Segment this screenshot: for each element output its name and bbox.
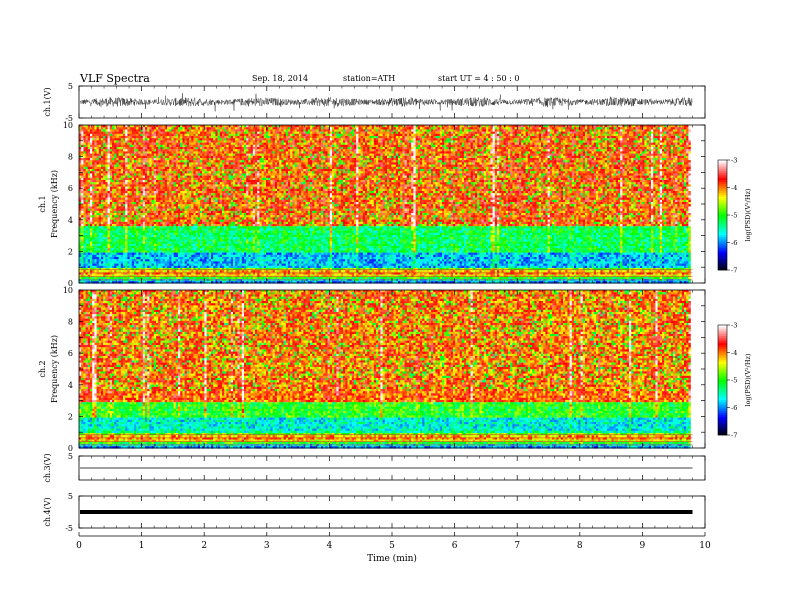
ch2-colorbar-tick-label: -5	[731, 377, 737, 385]
time-tick-label-1: 1	[139, 541, 145, 551]
time-tick-label-3: 3	[264, 541, 270, 551]
ch2-freq-tick-4-label: 4	[68, 381, 73, 390]
ch2-colorbar-tick-label: -6	[731, 404, 737, 412]
time-tick-label-0: 0	[76, 541, 82, 551]
ch4-ytick-5-label: 5	[68, 492, 73, 501]
time-tick-label-6: 6	[452, 541, 458, 551]
ch1-spectrogram-image	[79, 125, 691, 284]
ch2-colorbar-tick-label: -7	[731, 432, 737, 440]
ch1-colorbar-tick-label: -7	[731, 267, 737, 275]
ch1-freq-tick-6-label: 6	[68, 184, 73, 193]
ch1-freq-tick-4-label: 4	[68, 216, 73, 225]
ch4-ytick--5-label: -5	[65, 524, 73, 533]
ch1-freq-tick-8-label: 8	[68, 153, 73, 162]
ch2-colorbar-label: log(PSD)(V²/Hz)	[744, 353, 752, 406]
ch2-spec-ylabel-2: Frequency (kHz)	[50, 335, 59, 403]
ch2-freq-tick-6-label: 6	[68, 349, 73, 358]
ch2-freq-tick-10-label: 10	[63, 286, 73, 295]
ch1-colorbar-tick-label: -3	[731, 157, 737, 165]
ch1-spec-ylabel-2: Frequency (kHz)	[50, 170, 59, 238]
ch1-waveform-trace	[80, 93, 692, 111]
ch4-ylabel: ch.4(V)	[43, 497, 52, 526]
ch1-ylabel: ch.1(V)	[43, 87, 52, 116]
ch1-freq-tick-2-label: 2	[68, 247, 73, 256]
ch2-freq-tick-2-label: 2	[68, 412, 73, 421]
ch1-freq-tick-10-label: 10	[63, 121, 73, 130]
time-tick-label-5: 5	[389, 541, 395, 551]
ch1-colorbar-tick-label: -4	[731, 184, 737, 192]
ch2-colorbar-tick-label: -3	[731, 322, 737, 330]
ch2-colorbar	[718, 325, 727, 435]
ch1-ytick-5-label: 5	[68, 82, 73, 91]
vlf-figure: -55ch.1(V)0246810ch.1 Frequency (kHz)-7-6…	[0, 0, 792, 612]
ch2-spec-ylabel-1: ch.2	[38, 360, 47, 377]
time-tick-label-2: 2	[201, 541, 207, 551]
ch3-ytick-5-label: 5	[68, 452, 73, 461]
ch1-colorbar	[718, 160, 727, 270]
ch1-colorbar-label: log(PSD)(V²/Hz)	[744, 188, 752, 241]
ch2-freq-tick-8-label: 8	[68, 318, 73, 327]
ch2-spectrogram-image	[79, 290, 691, 449]
time-tick-label-9: 9	[640, 541, 646, 551]
time-tick-label-4: 4	[327, 541, 333, 551]
ch1-colorbar-tick-label: -5	[731, 212, 737, 220]
ch1-spec-ylabel-1: ch.1	[38, 195, 47, 212]
ch3-ylabel: ch.3(V)	[43, 453, 52, 482]
ch1-colorbar-tick-label: -6	[731, 239, 737, 247]
time-tick-label-8: 8	[577, 541, 583, 551]
time-tick-label-7: 7	[514, 541, 520, 551]
time-tick-label-10: 10	[699, 541, 711, 551]
time-axis-label: Time (min)	[367, 553, 417, 564]
ch2-colorbar-tick-label: -4	[731, 349, 737, 357]
